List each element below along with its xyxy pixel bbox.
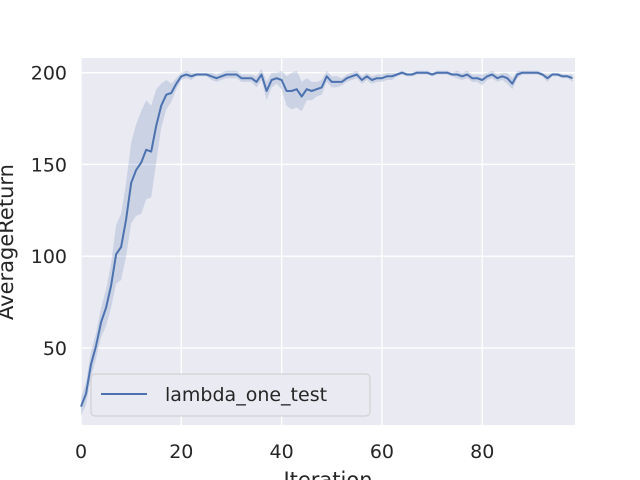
y-axis-ticks: 50 100 150 200 — [31, 63, 67, 360]
x-axis-label: Iteration — [283, 468, 372, 480]
plot-area — [81, 58, 575, 425]
series-line-layer — [80, 71, 573, 407]
x-tick-label: 80 — [470, 441, 494, 463]
y-tick-label: 100 — [31, 246, 67, 268]
x-tick-label: 20 — [169, 441, 193, 463]
legend-label: lambda_one_test — [165, 384, 327, 406]
legend-box — [90, 373, 371, 417]
legend: lambda_one_test — [90, 373, 371, 417]
y-tick-label: 50 — [43, 338, 67, 360]
y-tick-label: 150 — [31, 154, 67, 176]
x-tick-label: 0 — [75, 441, 87, 463]
grid — [80, 58, 575, 425]
x-tick-label: 40 — [270, 441, 294, 463]
y-axis-label: AverageReturn — [0, 164, 18, 320]
y-tick-label: 200 — [31, 63, 67, 85]
series-line — [80, 71, 573, 407]
x-axis-ticks: 0 20 40 60 80 — [75, 441, 494, 463]
x-tick-label: 60 — [370, 441, 394, 463]
